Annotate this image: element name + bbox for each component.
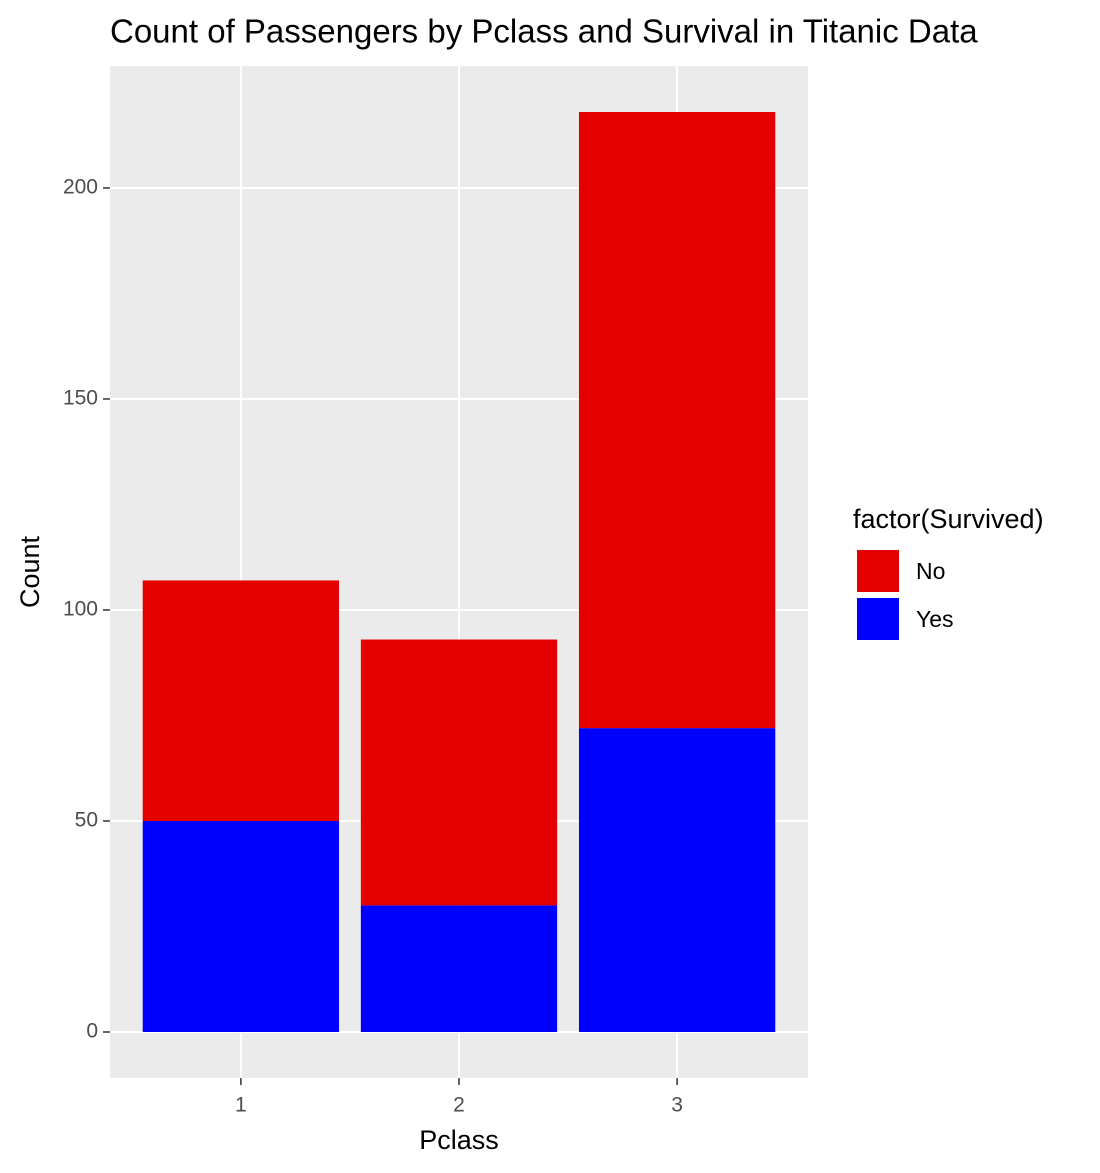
bar-segment <box>578 112 776 729</box>
bar-segment <box>360 639 558 906</box>
legend-title: factor(Survived) <box>853 504 1044 534</box>
x-axis-title: Pclass <box>419 1125 499 1155</box>
y-tick-label: 100 <box>63 598 98 621</box>
legend-key <box>855 596 901 642</box>
legend-key <box>855 548 901 594</box>
y-tick-label: 0 <box>86 1020 98 1043</box>
x-tick-label: 3 <box>671 1094 683 1117</box>
legend-label: No <box>916 558 945 584</box>
y-tick-label: 200 <box>63 176 98 199</box>
bar-segment <box>142 580 340 821</box>
bar-segment <box>578 728 776 1032</box>
x-tick-label: 1 <box>235 1094 247 1117</box>
y-tick-label: 150 <box>63 387 98 410</box>
x-tick-label: 2 <box>453 1094 465 1117</box>
bar-segment <box>142 820 340 1032</box>
bar-segment <box>360 905 558 1032</box>
y-axis-title: Count <box>15 535 45 608</box>
legend-label: Yes <box>916 606 954 632</box>
chart-title: Count of Passengers by Pclass and Surviv… <box>110 13 978 50</box>
y-tick-label: 50 <box>75 809 98 832</box>
